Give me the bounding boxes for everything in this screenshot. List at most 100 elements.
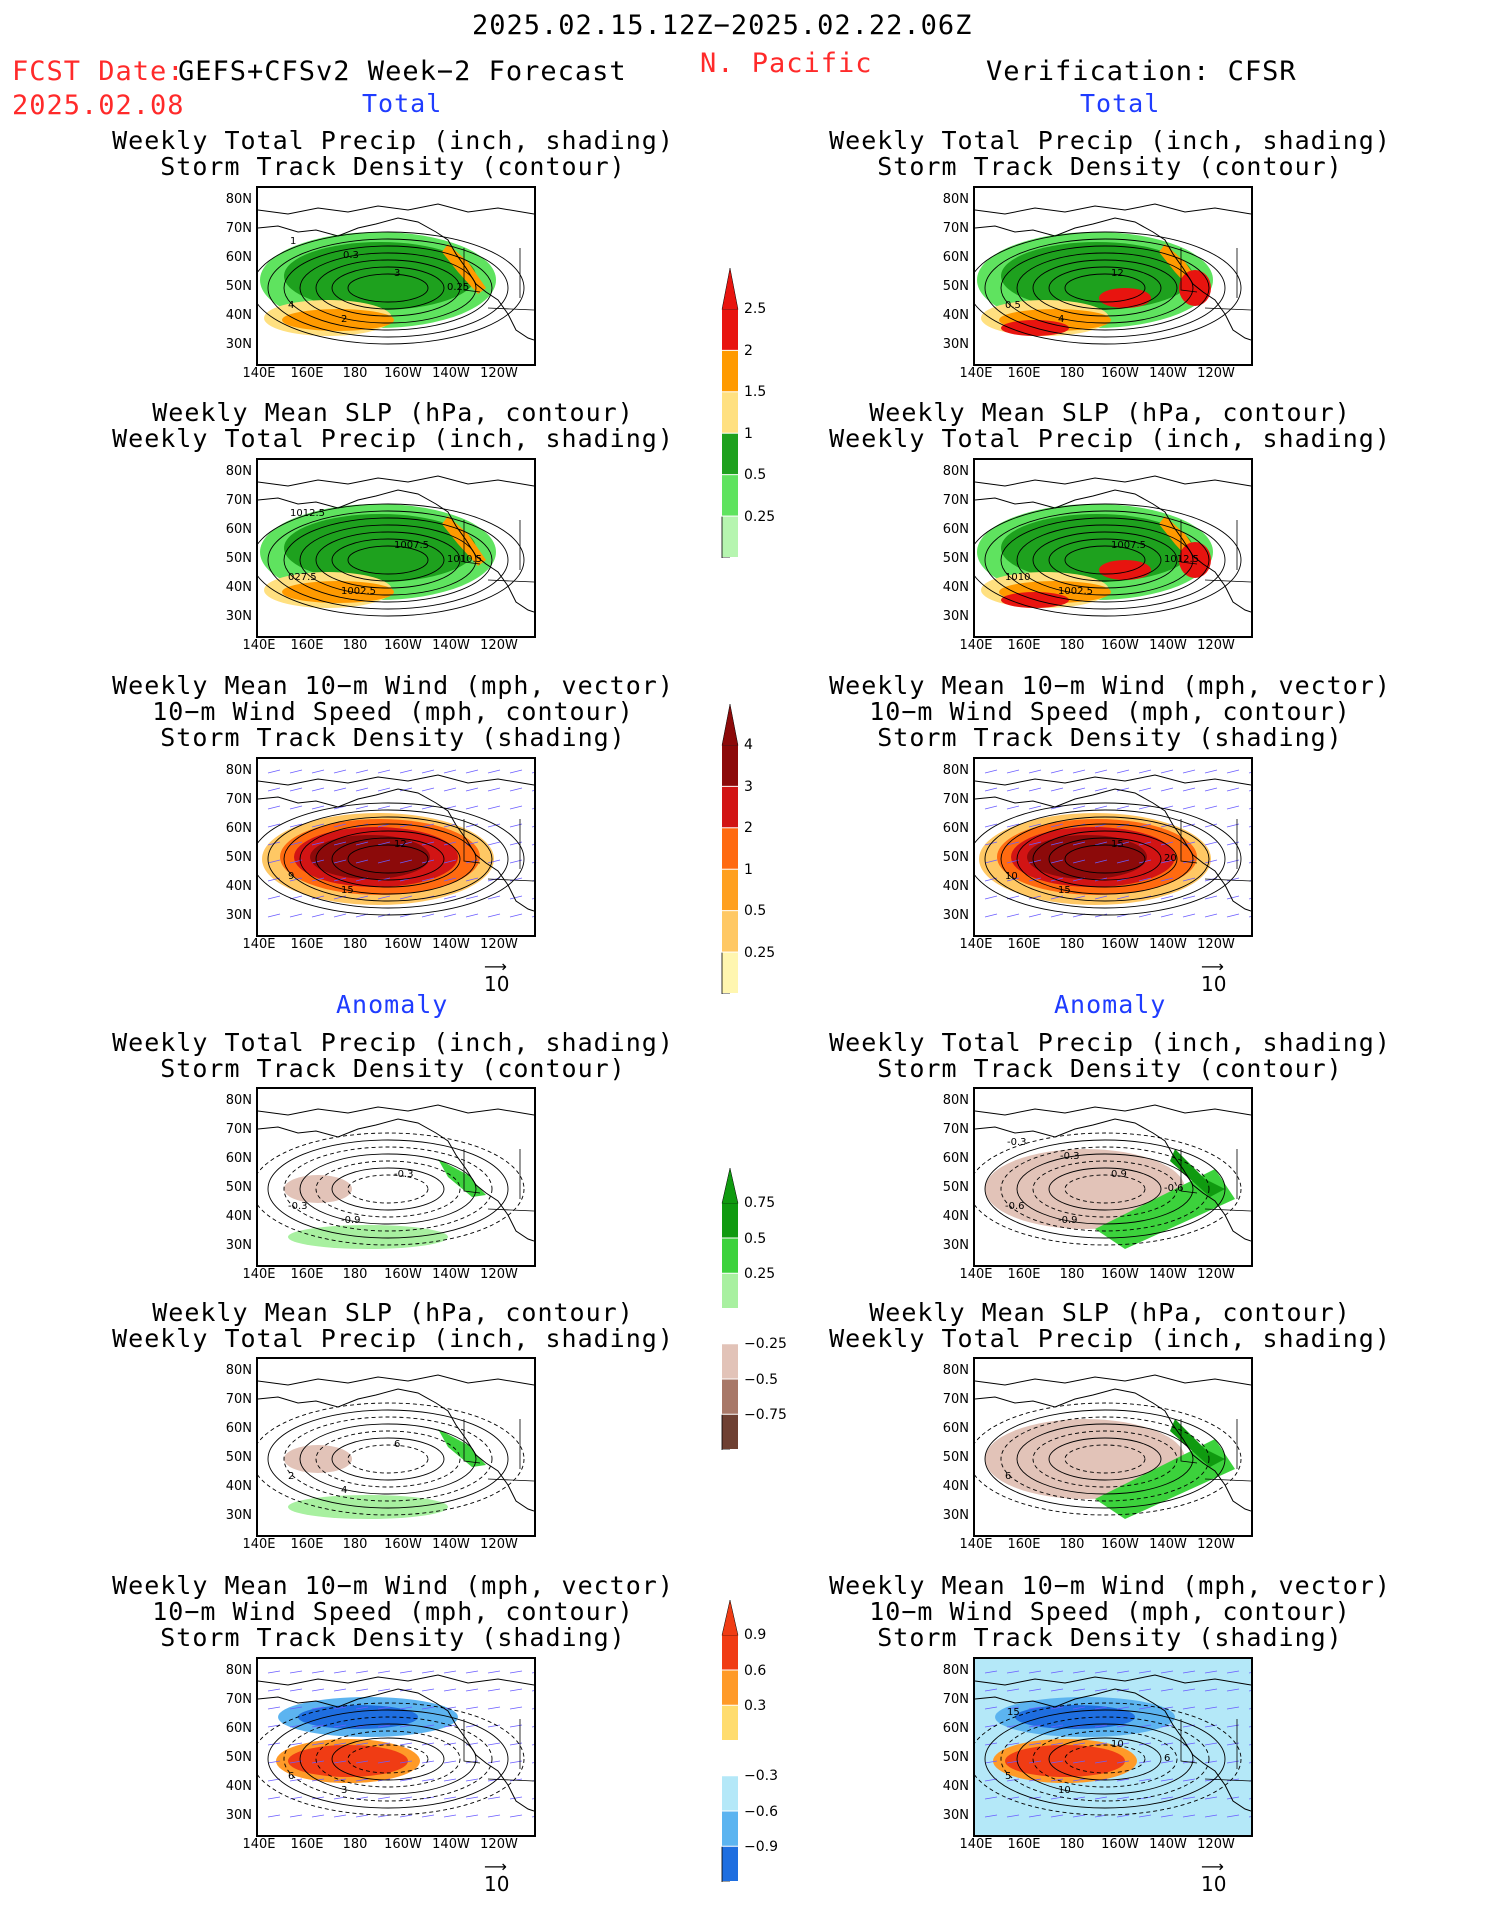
- lat-label: 50N: [225, 279, 252, 294]
- contour-label: 3: [341, 1785, 347, 1796]
- wind-vector: [1160, 895, 1174, 900]
- wind-vector: [443, 1688, 457, 1692]
- wind-vector: [1072, 1688, 1086, 1692]
- lon-label: 140W: [1149, 638, 1187, 653]
- lat-label: 80N: [225, 464, 252, 479]
- colorbar-track-total: 4 3 2 1 0.5 0.25: [720, 704, 780, 994]
- colorbar-swatch: [722, 1846, 738, 1881]
- wind-vector: [267, 1778, 281, 1782]
- wind-vector: [355, 1688, 369, 1692]
- contour-line: [315, 531, 461, 589]
- contour-line: [975, 802, 1242, 916]
- contour-label: -0.6: [1005, 1201, 1025, 1212]
- wind-vector: [399, 823, 413, 828]
- title-line: Storm Track Density (shading): [877, 1623, 1343, 1652]
- colorbar-cap: [721, 1600, 739, 1636]
- wind-vector: [465, 1778, 479, 1782]
- wind-vector: [311, 895, 325, 900]
- wind-vector: [311, 1724, 325, 1728]
- section-anomaly-right: Anomaly: [1054, 990, 1167, 1019]
- lat-label: 60N: [225, 522, 252, 537]
- wind-vector: [1050, 1688, 1064, 1692]
- colorbar-swatch: [722, 1705, 738, 1740]
- wind-vector: [1050, 895, 1064, 900]
- wind-vector: [1072, 769, 1086, 774]
- lon-label: 160E: [1007, 937, 1041, 952]
- map-v-wind-track-anom: 5 10 10 6 15: [973, 1657, 1253, 1837]
- title-f-precip-track-anom: Weekly Total Precip (inch, shading) Stor…: [93, 1030, 693, 1082]
- wind-vector: [1116, 1670, 1130, 1674]
- title-v-slp-precip-anom: Weekly Mean SLP (hPa, contour) Weekly To…: [810, 1300, 1410, 1352]
- wind-vector: [1160, 1706, 1174, 1710]
- coastline: [975, 1118, 1251, 1242]
- contour-label: 1007.5: [1111, 540, 1146, 551]
- coastline: [258, 1688, 534, 1812]
- wind-vector: [1160, 913, 1174, 918]
- coastline: [975, 774, 1251, 786]
- wind-vector: [399, 1760, 413, 1764]
- arrow-right-icon: ⟶: [484, 957, 507, 976]
- colorbar-label: 0.5: [744, 467, 767, 484]
- wind-vector: [311, 877, 325, 882]
- lat-label: 70N: [225, 1392, 252, 1407]
- wind-vector: [289, 1688, 303, 1692]
- wind-vector: [267, 1670, 281, 1674]
- wind-vector: [1050, 823, 1064, 828]
- precip-shading: [1179, 270, 1211, 306]
- contour-line: [267, 510, 509, 610]
- wind-vector: [355, 787, 369, 792]
- map-v-slp-precip-anom: 6: [973, 1357, 1253, 1537]
- title-line: 10−m Wind Speed (mph, contour): [869, 697, 1351, 726]
- wind-vector: [1072, 805, 1086, 810]
- contour-label: 12: [1111, 268, 1124, 279]
- coastline: [975, 1674, 1251, 1686]
- contour-line: [258, 503, 525, 617]
- precip-shading: [282, 581, 394, 603]
- wind-vector: [1138, 1760, 1152, 1764]
- vector-ref-value: 10: [1201, 1872, 1227, 1896]
- lat-label: 50N: [225, 1180, 252, 1195]
- wind-vector: [1182, 787, 1196, 792]
- wind-vector: [1116, 895, 1130, 900]
- colorbar-label: 0.25: [744, 508, 776, 525]
- wind-vector: [1226, 769, 1240, 774]
- wind-vector: [1050, 1706, 1064, 1710]
- contour-line: [1016, 1723, 1194, 1795]
- map-f-slp-precip: 027.5 1002.5 1007.5 1010.5 1012.5: [256, 458, 536, 638]
- contour-line: [331, 1737, 445, 1781]
- lat-label: 30N: [225, 908, 252, 923]
- lon-label: 180: [1059, 1267, 1085, 1282]
- section-anomaly-left: Anomaly: [336, 990, 449, 1019]
- wind-vector: [1138, 805, 1152, 810]
- lat-label: 30N: [942, 1808, 969, 1823]
- contour-line: [984, 510, 1226, 610]
- lat-label: 40N: [942, 308, 969, 323]
- wind-vector: [1050, 787, 1064, 792]
- wind-vector: [1116, 769, 1130, 774]
- wind-vector: [1248, 898, 1251, 900]
- lon-label: 160E: [1007, 1537, 1041, 1552]
- date-range: 2025.02.15.12Z−2025.02.22.06Z: [472, 10, 973, 41]
- wind-vector: [1072, 859, 1086, 864]
- wind-vector: [1072, 895, 1086, 900]
- contour-line: [315, 1160, 461, 1218]
- lat-label: 30N: [225, 1238, 252, 1253]
- lon-label: 180: [342, 1267, 368, 1282]
- map-f-slp-precip-anom: 2 4 6: [256, 1357, 536, 1537]
- coastline: [258, 217, 534, 341]
- wind-vector: [399, 859, 413, 864]
- lon-label: 140E: [242, 1267, 276, 1282]
- wind-vector: [487, 1760, 501, 1764]
- lat-label: 30N: [942, 908, 969, 923]
- wind-vector: [267, 787, 281, 792]
- colorbar-label: −0.6: [744, 1803, 778, 1820]
- lat-label: 70N: [942, 792, 969, 807]
- lat-label: 70N: [225, 792, 252, 807]
- map-v-slp-precip: 1010 1002.5 1007.5 1012.5: [973, 458, 1253, 638]
- precip-shading: [284, 514, 476, 582]
- wind-vector: [377, 823, 391, 828]
- lon-label: 140W: [1149, 1537, 1187, 1552]
- wind-vector: [1094, 1760, 1108, 1764]
- wind-vector: [1028, 769, 1042, 774]
- lon-label: 120W: [1197, 638, 1235, 653]
